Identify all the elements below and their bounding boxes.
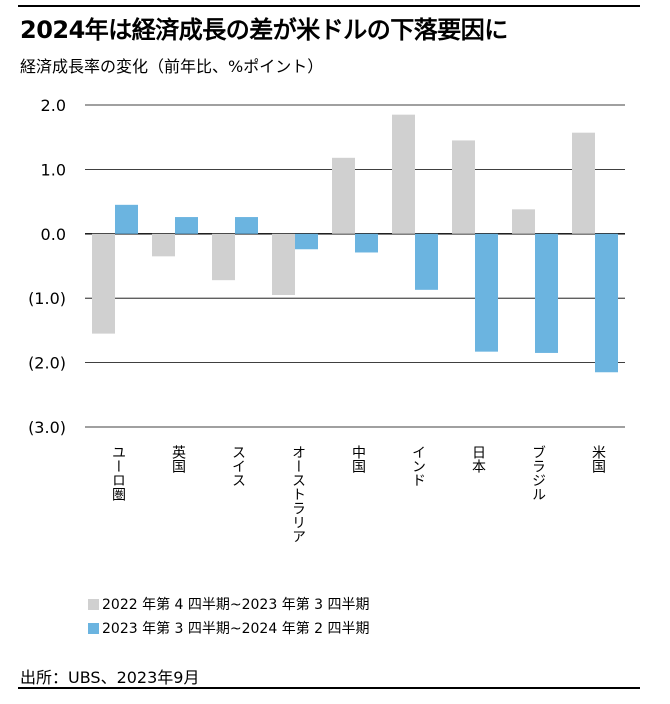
bar-series-1-8 bbox=[572, 132, 595, 234]
bar-series-2-7 bbox=[535, 233, 558, 353]
x-tick-label: 英国 bbox=[170, 444, 186, 473]
legend-item-series-2: 2023 年第 3 四半期~2024 年第 2 四半期 bbox=[88, 616, 370, 640]
bar-chart: 2.0 1.0 0.0 (1.0) (2.0) (3.0) ユーロ圏 英国 スイス オーストラリア… bbox=[28, 96, 625, 543]
bar-series-1-1 bbox=[152, 233, 175, 257]
source-note: 出所：UBS、2023年9月 bbox=[20, 668, 200, 687]
legend-label-series-1: 2022 年第 4 四半期~2023 年第 3 四半期 bbox=[102, 597, 370, 613]
y-tick-label: (2.0) bbox=[28, 354, 66, 373]
x-tick-label: オーストラリア bbox=[290, 445, 306, 543]
x-tick-label: 日本 bbox=[470, 445, 486, 473]
bar-series-2-1 bbox=[175, 217, 198, 234]
y-tick-label: (1.0) bbox=[28, 289, 66, 308]
bar-series-2-6 bbox=[475, 233, 498, 352]
legend-swatch-series-2 bbox=[88, 622, 99, 634]
chart-subtitle: 経済成長率の変化（前年比、%ポイント） bbox=[20, 57, 324, 76]
legend-label-series-2: 2023 年第 3 四半期~2024 年第 2 四半期 bbox=[102, 621, 370, 637]
x-tick-label: ユーロ圏 bbox=[110, 445, 126, 502]
x-tick-label: 米国 bbox=[590, 445, 606, 473]
chart-title: 2024年は経済成長の差が米ドルの下落要因に bbox=[20, 16, 508, 44]
y-tick-label: 0.0 bbox=[41, 225, 66, 244]
y-tick-label: 1.0 bbox=[41, 160, 66, 179]
bar-series-2-4 bbox=[355, 233, 378, 253]
bar-series-1-4 bbox=[332, 157, 355, 234]
bottom-rule bbox=[18, 687, 640, 689]
bar-series-1-6 bbox=[452, 140, 475, 234]
bar-series-1-5 bbox=[392, 114, 415, 234]
y-tick-label: (3.0) bbox=[28, 418, 66, 437]
x-tick-label: スイス bbox=[230, 445, 246, 487]
bar-series-2-8 bbox=[595, 233, 618, 373]
x-tick-label: 中国 bbox=[350, 445, 366, 473]
bar-series-2-0 bbox=[115, 204, 138, 234]
legend-item-series-1: 2022 年第 4 四半期~2023 年第 3 四半期 bbox=[88, 592, 370, 616]
bar-series-1-0 bbox=[92, 233, 115, 334]
bar-series-1-3 bbox=[272, 233, 295, 295]
legend-swatch-series-1 bbox=[88, 598, 99, 610]
x-tick-label: ブラジル bbox=[530, 445, 546, 501]
bar-series-2-3 bbox=[295, 233, 318, 250]
legend: 2022 年第 4 四半期~2023 年第 3 四半期 2023 年第 3 四半… bbox=[88, 592, 370, 640]
top-rule bbox=[18, 5, 640, 7]
bar-series-1-7 bbox=[512, 209, 535, 234]
x-tick-label: インド bbox=[410, 445, 426, 487]
bar-series-2-2 bbox=[235, 217, 258, 234]
y-tick-label: 2.0 bbox=[41, 96, 66, 115]
bar-series-2-5 bbox=[415, 233, 438, 290]
bar-series-1-2 bbox=[212, 233, 235, 281]
